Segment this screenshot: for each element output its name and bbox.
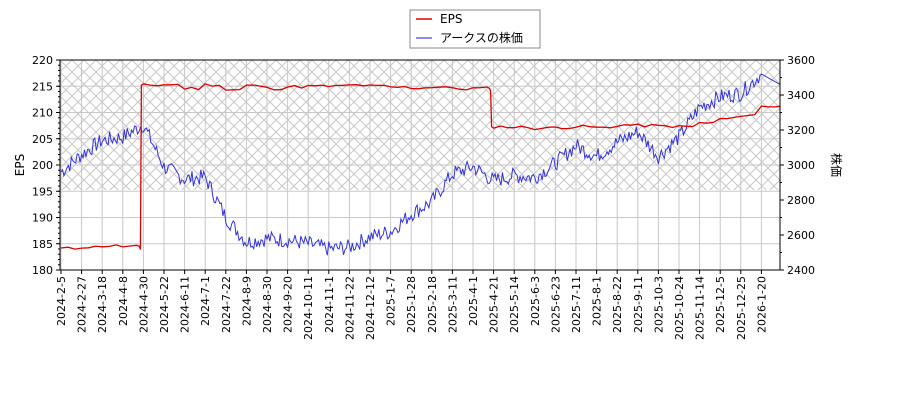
- x-tick-label: 2025-10-3: [652, 276, 665, 333]
- x-tick-label: 2025-1-28: [405, 276, 418, 333]
- left-tick-label: 195: [32, 185, 53, 198]
- left-tick-label: 215: [32, 80, 53, 93]
- left-axis: 180 185 190 195 200 205 210 215 220: [32, 54, 60, 277]
- left-tick-label: 210: [32, 107, 53, 120]
- x-axis: 2024-2-5 2024-2-27 2024-3-18 2024-4-8 2024-4…: [55, 270, 768, 340]
- x-tick-label: 2025-9-11: [632, 276, 645, 333]
- left-tick-label: 180: [32, 264, 53, 277]
- x-tick-label: 2025-2-18: [426, 276, 439, 333]
- legend-stock-label: アークスの株価: [440, 30, 523, 45]
- x-tick-label: 2025-11-14: [694, 276, 707, 340]
- legend: EPS アークスの株価: [409, 9, 541, 49]
- right-axis-title: 株価: [829, 153, 844, 177]
- right-tick-label: 3200: [787, 124, 815, 137]
- x-tick-label: 2025-8-22: [611, 276, 624, 333]
- x-tick-label: 2024-10-11: [302, 276, 315, 340]
- x-tick-label: 2025-4-1: [467, 276, 480, 326]
- x-tick-label: 2025-10-24: [673, 276, 686, 340]
- x-tick-label: 2025-3-11: [446, 276, 459, 333]
- x-tick-label: 2025-1-7: [385, 276, 398, 326]
- left-tick-label: 205: [32, 133, 53, 146]
- x-tick-label: 2025-6-23: [549, 276, 562, 333]
- right-tick-label: 3000: [787, 159, 815, 172]
- x-tick-label: 2024-4-30: [137, 276, 150, 333]
- left-axis-title: EPS: [13, 154, 27, 176]
- left-tick-label: 185: [32, 238, 53, 251]
- right-tick-label: 2800: [787, 194, 815, 207]
- x-tick-label: 2025-6-3: [529, 276, 542, 326]
- x-tick-label: 2024-7-22: [220, 276, 233, 333]
- x-tick-label: 2024-11-22: [343, 276, 356, 340]
- x-tick-label: 2024-4-8: [117, 276, 130, 326]
- x-tick-label: 2024-11-1: [323, 276, 336, 333]
- x-tick-label: 2024-7-1: [199, 276, 212, 326]
- right-tick-label: 3400: [787, 89, 815, 102]
- x-tick-label: 2024-8-30: [261, 276, 274, 333]
- x-tick-label: 2024-12-12: [364, 276, 377, 340]
- stock-price-line: [60, 73, 780, 256]
- hatched-region: [60, 60, 780, 191]
- x-tick-label: 2025-4-21: [488, 276, 501, 333]
- x-tick-label: 2024-8-9: [240, 276, 253, 326]
- x-tick-label: 2024-6-11: [179, 276, 192, 333]
- x-tick-label: 2025-5-14: [508, 276, 521, 333]
- x-tick-label: 2024-2-5: [55, 276, 68, 326]
- legend-eps-label: EPS: [440, 12, 462, 26]
- x-tick-label: 2025-8-1: [591, 276, 604, 326]
- x-tick-label: 2024-3-18: [96, 276, 109, 333]
- right-tick-label: 2400: [787, 264, 815, 277]
- left-tick-label: 200: [32, 159, 53, 172]
- x-tick-label: 2024-5-22: [158, 276, 171, 333]
- eps-line: [60, 83, 780, 250]
- right-tick-label: 2600: [787, 229, 815, 242]
- x-tick-label: 2025-12-5: [714, 276, 727, 333]
- right-tick-label: 3600: [787, 54, 815, 67]
- x-tick-label: 2026-1-20: [755, 276, 768, 333]
- x-tick-label: 2024-2-27: [76, 276, 89, 333]
- left-tick-label: 190: [32, 212, 53, 225]
- x-tick-label: 2024-9-20: [282, 276, 295, 333]
- x-tick-label: 2025-12-25: [735, 276, 748, 340]
- right-axis: 2400 2600 2800 3000 3200 3400 3600: [780, 54, 815, 277]
- x-tick-label: 2025-7-11: [570, 276, 583, 333]
- left-tick-label: 220: [32, 54, 53, 67]
